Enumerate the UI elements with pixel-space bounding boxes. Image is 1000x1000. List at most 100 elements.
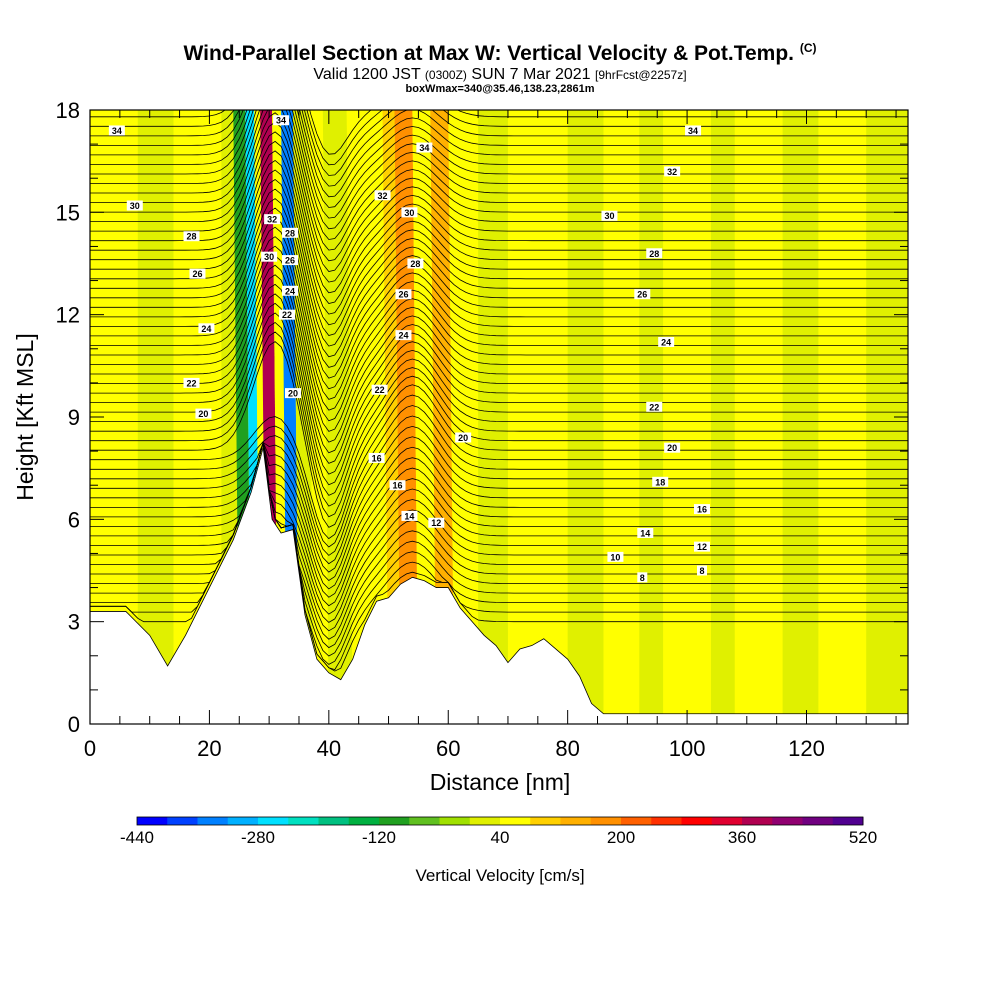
theta-contour-line	[90, 140, 908, 304]
colorbar: -440 -280 -120 40 200 360 520	[120, 816, 877, 847]
theta-contour-line	[90, 442, 908, 632]
theta-label: 16	[389, 480, 406, 491]
colorbar-swatch	[832, 817, 864, 825]
x-tick-label: 120	[788, 736, 825, 761]
theta-label-bg	[401, 510, 418, 521]
theta-label: 16	[694, 504, 711, 515]
theta-label-bg	[183, 377, 200, 388]
y-axis-label: Height [Kft MSL]	[12, 333, 38, 500]
y-tick-label: 3	[68, 610, 80, 635]
colorbar-swatch	[288, 817, 319, 825]
theta-label-bg	[664, 166, 681, 177]
theta-label-text: 12	[431, 518, 441, 528]
theta-label-bg	[652, 476, 669, 487]
theta-label-bg	[285, 388, 302, 399]
velocity-band	[507, 110, 568, 724]
x-tick-label: 80	[555, 736, 579, 761]
x-tick-label: 20	[197, 736, 221, 761]
colorbar-tick-label: 200	[607, 828, 635, 847]
theta-label-text: 22	[649, 402, 659, 412]
theta-label-text: 24	[661, 337, 671, 347]
valid-date: SUN 7 Mar 2021	[471, 66, 591, 83]
theta-label: 22	[646, 401, 663, 412]
colorbar-tick-label: -120	[362, 828, 396, 847]
colorbar-label: Vertical Velocity [cm/s]	[415, 866, 584, 885]
colorbar-swatch	[802, 817, 834, 825]
theta-label-bg	[189, 268, 206, 279]
theta-label-bg	[694, 504, 711, 515]
theta-label-text: 18	[655, 477, 665, 487]
theta-contour-line	[90, 217, 908, 390]
colorbar-tick-label: -280	[241, 828, 275, 847]
theta-label-bg	[282, 255, 299, 266]
theta-label: 14	[637, 527, 654, 538]
colorbar-swatch	[742, 817, 773, 825]
colorbar-swatch	[409, 817, 440, 825]
theta-contour-line	[90, 110, 908, 187]
theta-label: 30	[401, 207, 418, 218]
y-tick-label: 9	[68, 405, 80, 430]
theta-contour-line	[90, 121, 908, 283]
forecast-label: [9hrFcst@2257z]	[595, 68, 687, 82]
theta-label: 32	[374, 190, 391, 201]
theta-label: 30	[126, 200, 143, 211]
theta-contour-line	[90, 442, 908, 598]
y-tick-label: 12	[56, 303, 80, 328]
theta-label-bg	[685, 125, 702, 136]
theta-label-text: 20	[667, 443, 677, 453]
theta-contour-line	[90, 442, 908, 615]
theta-contour-line	[90, 405, 908, 548]
terrain-profile	[90, 447, 908, 724]
y-tick-label: 0	[68, 712, 80, 737]
theta-label-bg	[407, 258, 424, 269]
theta-label-bg	[368, 452, 385, 463]
theta-contour-line	[90, 425, 908, 565]
y-tick-label: 15	[56, 200, 80, 225]
theta-label: 24	[395, 330, 412, 341]
theta-label: 22	[183, 377, 200, 388]
theta-contour-line	[90, 169, 908, 336]
colorbar-swatch	[197, 817, 229, 825]
theta-label-text: 22	[375, 385, 385, 395]
theta-label: 34	[416, 142, 433, 153]
theta-label-text: 16	[372, 453, 382, 463]
theta-label: 24	[198, 323, 215, 334]
colorbar-swatch	[681, 817, 713, 825]
velocity-band	[346, 110, 389, 724]
theta-label-text: 16	[392, 481, 402, 491]
colorbar-swatch	[439, 817, 471, 825]
theta-label-text: 24	[201, 324, 211, 334]
theta-contour-line	[90, 226, 908, 400]
colorbar-swatch	[167, 817, 198, 825]
colorbar-swatch	[258, 817, 289, 825]
colorbar-swatch	[500, 817, 531, 825]
theta-label-bg	[664, 442, 681, 453]
velocity-band	[639, 110, 664, 724]
theta-label: 26	[395, 289, 412, 300]
colorbar-swatch	[469, 817, 501, 825]
theta-contour-line	[90, 110, 908, 176]
theta-contour-line	[90, 436, 908, 573]
theta-label: 28	[646, 248, 663, 259]
velocity-band	[782, 110, 819, 724]
velocity-band	[382, 110, 401, 724]
theta-label: 12	[428, 517, 445, 528]
y-tick-label: 18	[56, 98, 80, 123]
theta-contour-line	[90, 110, 908, 219]
theta-label-bg	[694, 541, 711, 552]
theta-label: 28	[407, 258, 424, 269]
theta-label-text: 30	[604, 211, 614, 221]
theta-label-text: 30	[264, 252, 274, 262]
velocity-band	[866, 110, 908, 724]
theta-label-text: 8	[640, 573, 645, 583]
velocity-band	[307, 110, 329, 724]
theta-label-text: 28	[285, 228, 295, 238]
colorbar-swatch	[530, 817, 561, 825]
theta-label: 24	[658, 336, 675, 347]
chart-title-block: Wind-Parallel Section at Max W: Vertical…	[0, 36, 1000, 95]
theta-contour-line	[90, 188, 908, 358]
theta-contour-line	[90, 264, 908, 443]
theta-label-text: 26	[192, 269, 202, 279]
theta-label-bg	[416, 142, 433, 153]
theta-contour-line	[90, 110, 908, 166]
